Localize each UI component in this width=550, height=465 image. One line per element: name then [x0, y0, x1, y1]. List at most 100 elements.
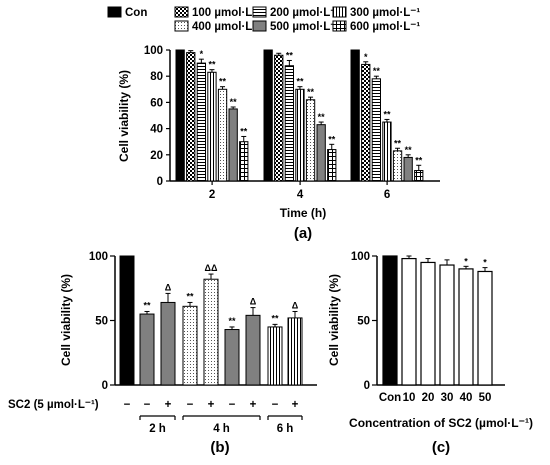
- significance-mark: Δ: [250, 297, 257, 307]
- y-axis-title: Cell viability (%): [117, 70, 131, 162]
- legend-label: 300 µmol·L⁻¹: [350, 7, 420, 19]
- sc2-sign: −: [187, 399, 194, 411]
- bar: [287, 317, 303, 386]
- significance-mark: Δ: [292, 300, 299, 310]
- y-tick-label: 100: [144, 45, 163, 57]
- bar: [160, 301, 176, 386]
- x-axis-title: Concentration of SC2 (µmol·L⁻¹): [349, 416, 533, 430]
- legend-label: 200 µmol·L⁻¹: [270, 7, 340, 19]
- bar: [263, 49, 273, 182]
- bar: [327, 149, 337, 182]
- sc2-sign: −: [229, 399, 236, 411]
- bar: [477, 270, 493, 386]
- x-tick-label: 4: [297, 189, 304, 201]
- significance-mark: *: [364, 52, 368, 62]
- bar: [371, 78, 382, 182]
- y-tick-label: 80: [150, 71, 163, 83]
- bar: [217, 88, 228, 182]
- group-label: 2 h: [149, 423, 166, 435]
- x-tick-label: 20: [422, 392, 435, 404]
- panel-label-c: (c): [432, 439, 450, 456]
- bar: [458, 268, 474, 386]
- bar: [284, 65, 295, 182]
- bar: [382, 255, 398, 386]
- panel-label-b: (b): [210, 439, 229, 456]
- significance-mark: **: [415, 155, 423, 165]
- bar: [119, 255, 135, 386]
- bar: [139, 313, 155, 386]
- y-tick-label: 100: [351, 251, 370, 263]
- significance-mark: **: [296, 77, 304, 87]
- bar: [382, 121, 392, 182]
- y-tick-label: 50: [357, 316, 370, 328]
- bar: [207, 71, 217, 182]
- legend-label: Con: [125, 7, 147, 19]
- sc2-sign: +: [292, 399, 299, 411]
- legend-label: 100 µmol·L⁻¹: [192, 7, 262, 19]
- x-axis-title: Time (h): [280, 206, 326, 220]
- y-tick-label: 20: [150, 150, 163, 162]
- significance-mark: **: [405, 145, 413, 155]
- y-tick-label: 0: [364, 380, 370, 392]
- legend-label: 600 µmol·L⁻¹: [350, 21, 420, 33]
- y-tick-label: 100: [89, 251, 108, 263]
- significance-mark: **: [240, 126, 248, 136]
- sc2-sign: −: [272, 399, 279, 411]
- x-tick-label: Con: [379, 392, 401, 404]
- sc2-sign: −: [124, 399, 131, 411]
- bar: [316, 124, 326, 182]
- bar: [175, 49, 185, 182]
- significance-mark: **: [228, 316, 236, 326]
- y-tick-label: 50: [95, 316, 108, 328]
- bar: [403, 156, 413, 182]
- group-label: 4 h: [213, 423, 230, 435]
- significance-mark: **: [271, 313, 279, 323]
- x-tick-label: 6: [384, 189, 390, 201]
- sc2-sign: +: [208, 399, 215, 411]
- sc2-sign: +: [165, 399, 172, 411]
- legend-swatch: [252, 6, 267, 18]
- significance-mark: **: [373, 66, 381, 76]
- legend-swatch: [174, 6, 189, 18]
- sc2-row-label: SC2 (5 µmol·L⁻¹): [8, 399, 99, 411]
- significance-mark: *: [464, 256, 468, 266]
- bar: [439, 264, 455, 386]
- significance-mark: **: [286, 50, 294, 60]
- y-tick-label: 40: [150, 124, 163, 136]
- x-tick-label: 50: [479, 392, 492, 404]
- bar: [350, 49, 360, 182]
- y-tick-label: 0: [102, 380, 108, 392]
- legend-label: 400 µmol·L⁻¹: [192, 21, 262, 33]
- significance-mark: **: [307, 87, 315, 97]
- x-tick-label: 10: [403, 392, 416, 404]
- group-label: 6 h: [277, 423, 294, 435]
- bar: [295, 88, 305, 182]
- significance-mark: Δ: [165, 282, 172, 292]
- bar: [414, 170, 424, 182]
- legend-label: 500 µmol·L⁻¹: [270, 21, 340, 33]
- y-axis-title: Cell viability (%): [59, 274, 73, 366]
- x-tick-label: 30: [441, 392, 454, 404]
- bar: [196, 62, 206, 182]
- bar: [401, 257, 417, 386]
- significance-mark: **: [186, 291, 194, 301]
- sc2-sign: −: [144, 399, 151, 411]
- sc2-sign: +: [250, 399, 257, 411]
- bar: [267, 326, 283, 386]
- bar: [228, 108, 238, 182]
- significance-mark: *: [483, 258, 487, 268]
- legend-swatch: [332, 6, 347, 18]
- legend-swatch: [174, 20, 189, 32]
- y-axis-title: Cell viability (%): [327, 274, 341, 366]
- significance-mark: **: [318, 112, 326, 122]
- bar: [274, 54, 284, 182]
- legend-swatch: [107, 6, 122, 18]
- significance-mark: **: [143, 300, 151, 310]
- bar: [392, 150, 403, 182]
- bar: [420, 261, 436, 386]
- y-tick-label: 60: [150, 97, 163, 109]
- significance-mark: **: [394, 138, 402, 148]
- significance-mark: *: [200, 49, 204, 59]
- x-tick-label: 2: [209, 189, 215, 201]
